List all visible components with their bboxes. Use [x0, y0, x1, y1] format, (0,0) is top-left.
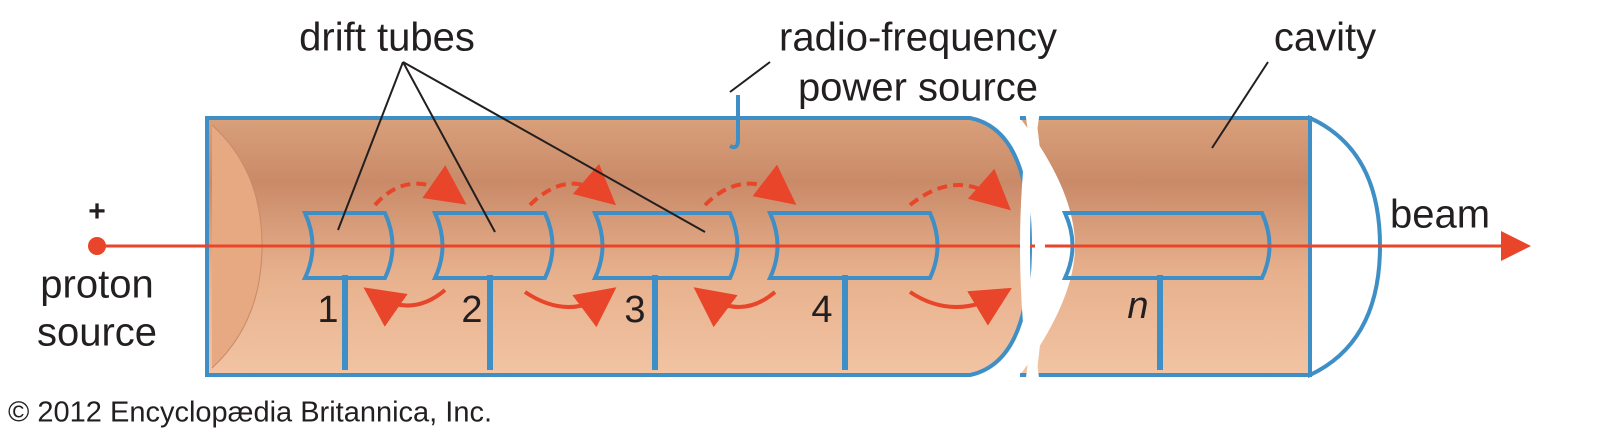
leader-line [729, 61, 771, 93]
tube-number: n [1127, 285, 1148, 327]
field-arrows [363, 163, 1012, 328]
drift-tubes [301, 211, 1272, 280]
field-arrow [523, 287, 617, 328]
copyright: © 2012 Encyclopædia Britannica, Inc. [8, 397, 492, 429]
field-arrow [703, 164, 797, 207]
drift-tube [431, 211, 555, 280]
label: power source [798, 66, 1038, 110]
label: proton [40, 263, 153, 307]
drift-tube [591, 211, 740, 280]
leader-line [1211, 61, 1269, 149]
leader-line [337, 61, 706, 233]
field-arrow [908, 168, 1011, 211]
label: drift tubes [299, 16, 475, 60]
field-arrow [373, 165, 467, 207]
label: source [37, 311, 157, 355]
drift-tube [1061, 211, 1272, 280]
tube-number: 4 [811, 289, 832, 331]
label: + [88, 195, 106, 228]
label: cavity [1274, 16, 1376, 60]
tube-number: 2 [461, 289, 482, 331]
section-break [1020, 109, 1045, 386]
tube-number: 3 [624, 289, 645, 331]
tube-number: 1 [317, 289, 338, 331]
field-arrow [528, 163, 617, 207]
drift-tube [301, 211, 395, 280]
field-arrow [908, 287, 1012, 326]
rf-feed [729, 95, 740, 150]
field-arrow [693, 287, 777, 328]
drift-tube [766, 211, 940, 280]
label: radio-frequency [779, 16, 1057, 60]
label: beam [1390, 193, 1490, 237]
field-arrow [363, 287, 447, 327]
